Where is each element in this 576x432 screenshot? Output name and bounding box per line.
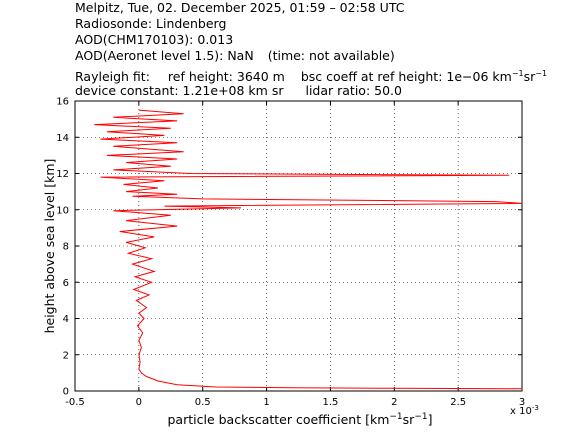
radiosonde-info: Radiosonde: Lindenberg [75, 16, 227, 31]
bsc-unit-exp-2: −1 [535, 69, 548, 78]
x-tick-label: 3 [519, 397, 525, 408]
x-axis-label: particle backscatter coefficient [km−1sr… [167, 412, 432, 427]
y-tick-label: 8 [63, 242, 69, 253]
bsc-unit-sr: sr [523, 69, 536, 85]
x-tick-label: -0.5 [65, 397, 85, 408]
y-axis-label: height above sea level [km] [42, 159, 57, 334]
x-tick-label: 2 [391, 397, 397, 408]
x-multiplier: x 10-3 [510, 404, 539, 417]
y-tick-label: 10 [56, 205, 69, 216]
y-tick-label: 14 [56, 133, 69, 144]
ref-height: ref height: 3640 m [167, 69, 285, 85]
lidar-ratio: lidar ratio: 50.0 [305, 83, 402, 98]
x-tick-label: 1 [263, 397, 269, 408]
title-location-time: Melpitz, Tue, 02. December 2025, 01:59 –… [75, 0, 405, 15]
x-tick-label: 0 [136, 397, 142, 408]
y-tick-label: 2 [63, 350, 69, 361]
x-tick-label: 0.5 [195, 397, 211, 408]
x-tick-label: 1.5 [322, 397, 338, 408]
device-info: device constant: 1.21e+08 km sr lidar ra… [75, 83, 402, 98]
y-tick-label: 0 [63, 387, 69, 398]
backscatter-profile-line [94, 109, 523, 390]
y-tick-label: 12 [56, 169, 69, 180]
rayleigh-fit-label: Rayleigh fit: [75, 69, 150, 85]
bsc-coeff: bsc coeff at ref height: 1e−06 km [300, 69, 512, 85]
y-tick-label: 6 [63, 278, 69, 289]
aod-aeronet-value: AOD(Aeronet level 1.5): NaN [75, 48, 254, 63]
y-tick-label: 16 [56, 97, 69, 108]
aod-chm-info: AOD(CHM170103): 0.013 [75, 32, 234, 47]
aod-aeronet-time: (time: not available) [267, 48, 395, 63]
bsc-unit-exp-1: −1 [511, 69, 524, 78]
y-tick-label: 4 [63, 314, 69, 325]
x-tick-label: 2.5 [450, 397, 466, 408]
device-constant: device constant: 1.21e+08 km sr [75, 83, 284, 98]
aod-aeronet-info: AOD(Aeronet level 1.5): NaN (time: not a… [75, 48, 395, 63]
rayleigh-fit-info: Rayleigh fit: ref height: 3640 m bsc coe… [75, 66, 547, 84]
